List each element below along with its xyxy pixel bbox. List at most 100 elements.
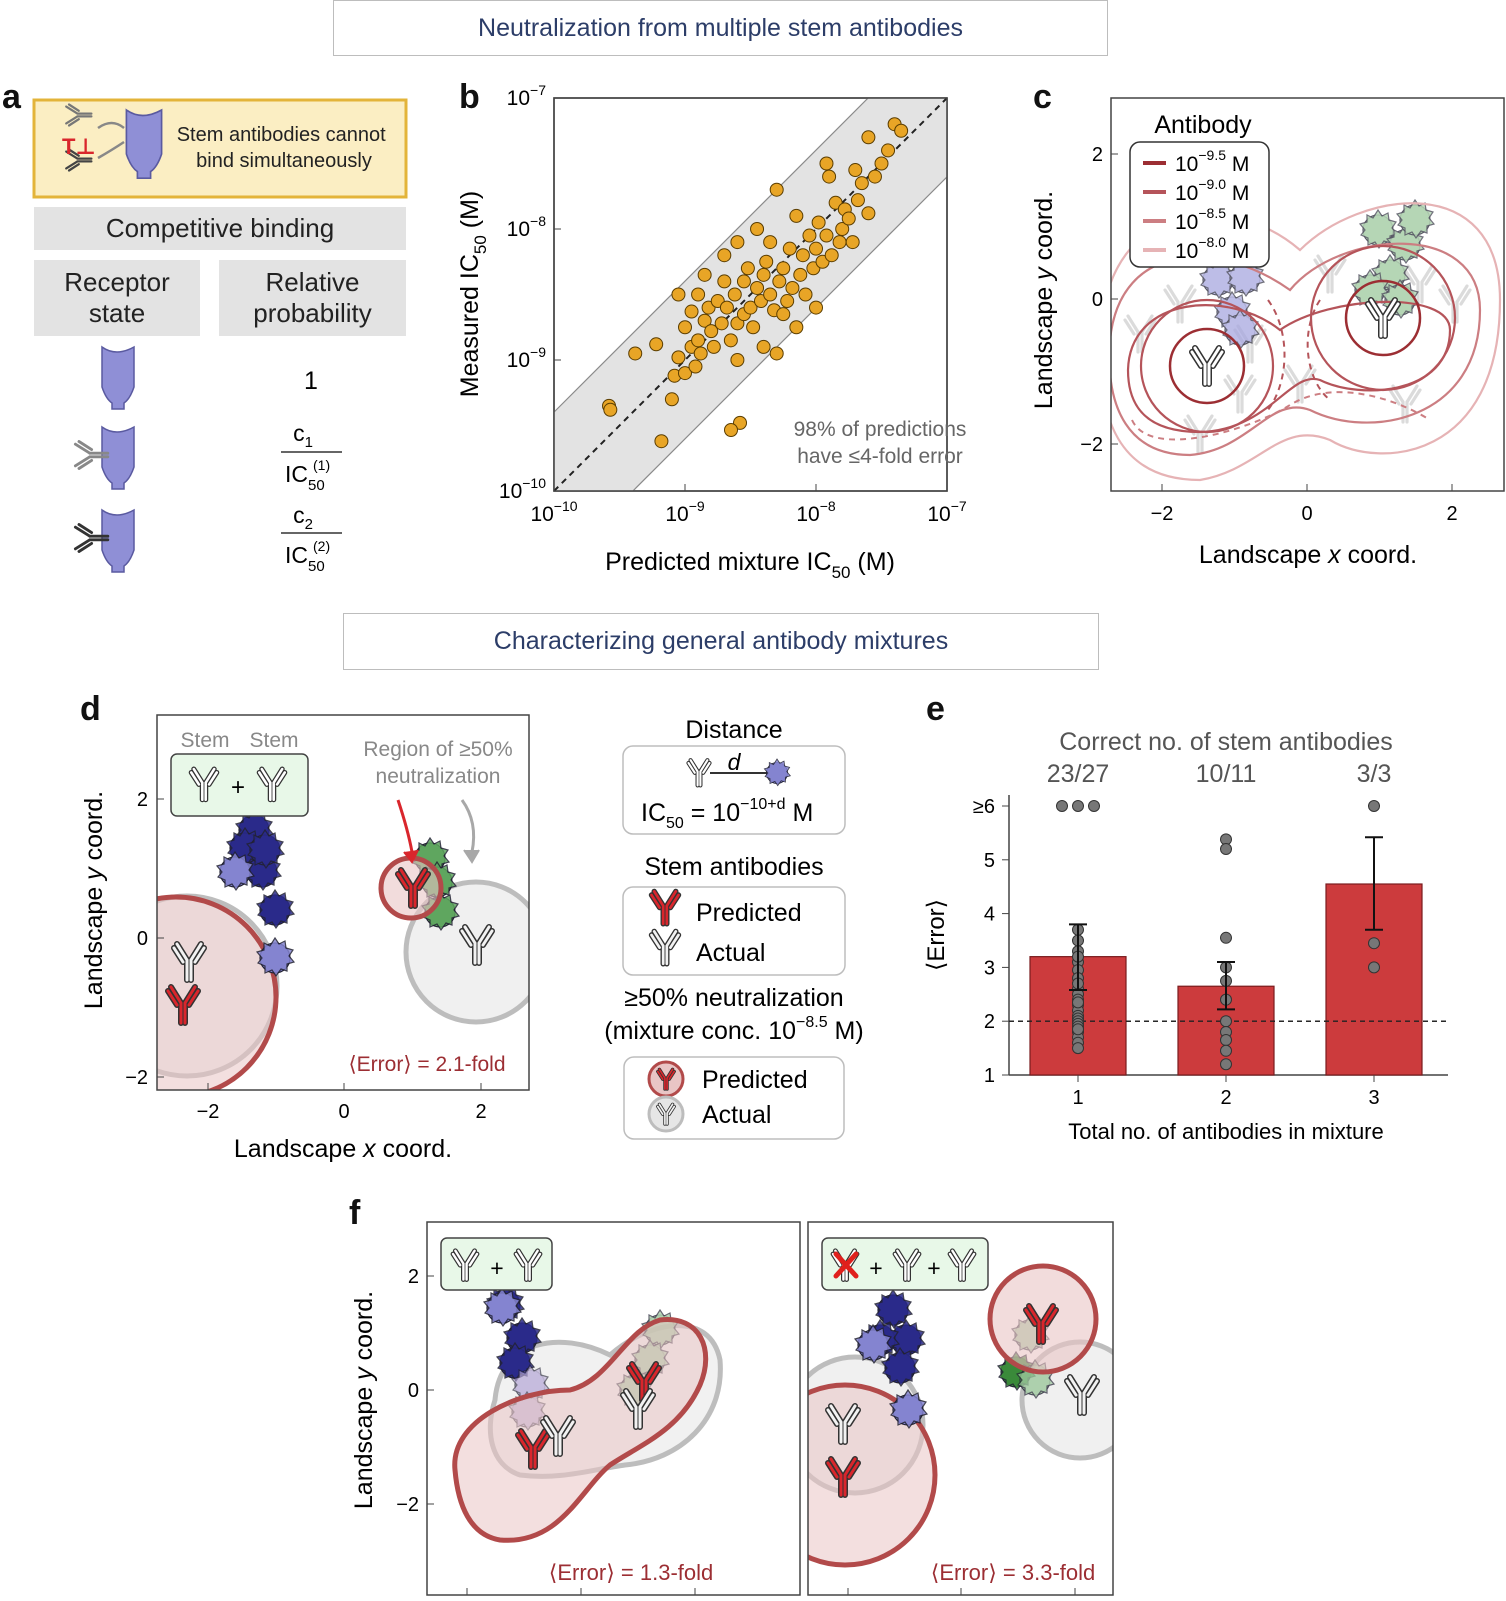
data-point — [1368, 961, 1380, 974]
scatter-point — [664, 392, 679, 407]
panel-label-b: b — [459, 78, 480, 116]
scatter-point — [785, 280, 800, 295]
scatter-point — [789, 208, 804, 223]
scatter-point — [809, 300, 823, 315]
y-tick: −2 — [396, 1494, 419, 1516]
plus-sign: + — [490, 1255, 503, 1281]
scatter-point — [795, 248, 810, 263]
scatter-point — [819, 228, 834, 243]
prob-row-1: 1 — [304, 367, 318, 395]
legend-predicted: Predicted — [696, 899, 802, 927]
scatter-point — [693, 346, 708, 361]
scatter-point — [759, 254, 774, 269]
x-tick: 2 — [475, 1101, 486, 1123]
scatter-point — [603, 402, 618, 417]
scatter-point — [802, 228, 817, 243]
scatter-point — [750, 222, 765, 236]
receptor-state-ab2-icon — [73, 509, 135, 573]
region-note-line2: neutralization — [376, 765, 501, 788]
neut-subtitle: (mixture conc. 10−8.5 M) — [604, 1014, 863, 1045]
svg-text:c1: c1 — [293, 420, 313, 451]
scatter-point — [688, 359, 703, 374]
x-tick-label: 3 — [1368, 1087, 1379, 1109]
legend-entry: 10−8.0 M — [1175, 234, 1249, 263]
scatter-point — [822, 169, 837, 184]
neut-title: ≥50% neutralization — [624, 984, 843, 1012]
legend-entry: 10−9.5 M — [1175, 147, 1249, 176]
scatter-point — [874, 156, 889, 171]
scatter-point — [691, 287, 706, 302]
legend-point-icon — [724, 423, 738, 437]
scatter-point — [776, 261, 791, 276]
block-icon: T⊥ — [62, 134, 96, 159]
scatter-point — [746, 320, 761, 335]
x-tick: 2 — [1446, 503, 1457, 525]
scatter-point — [769, 346, 784, 361]
scatter-point — [848, 163, 863, 178]
receptor-state-free-icon — [101, 346, 135, 410]
x-tick-label: 2 — [1220, 1087, 1231, 1109]
scatter-point — [743, 300, 758, 315]
stem-title: Stem antibodies — [644, 853, 823, 881]
data-point — [1368, 937, 1380, 950]
y-tick-label: 5 — [984, 850, 995, 872]
panel-label-a: a — [2, 78, 21, 116]
scatter-point — [772, 274, 787, 289]
data-point — [1072, 1023, 1084, 1036]
panel-c-xlabel: Landscape x coord. — [1199, 541, 1417, 569]
x-tick: −2 — [197, 1101, 220, 1123]
data-point — [1072, 996, 1084, 1009]
plus-sign: + — [927, 1255, 940, 1281]
y-tick: 2 — [137, 789, 148, 811]
panel-f-right: + + ⟨Error⟩ = 3.3-fold −2 0 2 — [807, 1221, 1114, 1596]
data-point — [1072, 800, 1084, 812]
panel-label-d: d — [80, 690, 101, 728]
note-box — [32, 98, 408, 199]
scatter-point — [628, 346, 643, 361]
panel-c-ylabel: Landscape y coord. — [1030, 191, 1058, 409]
x-tick-label: 10−9 — [665, 498, 705, 526]
panel-label-e: e — [926, 690, 945, 728]
x-tick-label: 10−7 — [927, 498, 967, 526]
stem-label-2: Stem — [249, 729, 298, 752]
data-point — [1220, 931, 1232, 944]
data-point — [1072, 1042, 1084, 1055]
scatter-point — [671, 287, 686, 302]
correct-count: 3/3 — [1357, 760, 1392, 788]
x-tick: −2 — [1151, 503, 1174, 525]
scatter-point — [678, 320, 692, 335]
panel-label-f: f — [349, 1194, 361, 1232]
plus-sign: + — [869, 1255, 882, 1281]
y-tick-label: 10−8 — [507, 213, 547, 241]
legend-predicted-region: Predicted — [702, 1066, 808, 1094]
scatter-point — [750, 280, 765, 295]
scatter-point — [678, 366, 692, 381]
panel-b-xlabel: Predicted mixture IC50 (M) — [605, 548, 895, 582]
scatter-point — [704, 324, 719, 339]
scatter-point — [832, 235, 847, 250]
legend-entry: 10−9.0 M — [1175, 176, 1249, 205]
receptor-state-ab1-icon — [73, 426, 135, 490]
scatter-point — [723, 333, 738, 348]
y-tick-label: 3 — [984, 957, 995, 979]
scatter-point — [811, 215, 826, 230]
scatter-point — [841, 211, 856, 226]
scatter-point — [776, 307, 791, 322]
legend-actual-region: Actual — [702, 1101, 771, 1129]
scatter-point — [684, 304, 699, 319]
svg-text:(2): (2) — [313, 538, 330, 554]
y-tick: 2 — [408, 1266, 419, 1288]
legend-middle: Distance d IC50 = 10−10+d M Stem antibod… — [604, 716, 864, 1140]
y-tick-label: 10−10 — [499, 475, 546, 503]
predicted-arrow-icon — [396, 799, 414, 853]
scatter-point — [736, 274, 751, 289]
data-point — [1088, 800, 1100, 812]
svg-text:(1): (1) — [313, 457, 330, 473]
scatter-point — [819, 156, 834, 171]
data-point — [1220, 1015, 1232, 1028]
scatter-point — [867, 169, 882, 184]
legend-entry: 10−8.5 M — [1175, 205, 1249, 234]
data-point — [1220, 843, 1232, 856]
panel-e-bar: Correct no. of stem antibodies 23/27 10/1… — [923, 728, 1448, 1144]
